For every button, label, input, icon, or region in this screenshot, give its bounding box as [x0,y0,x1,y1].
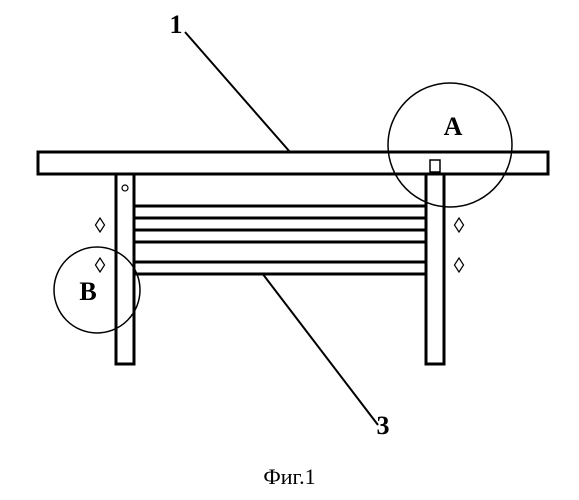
section-marker-1 [95,258,104,272]
section-marker-2 [454,218,463,232]
leg-left [116,174,134,364]
callout-circle-a [388,83,512,207]
leader-3 [262,273,378,425]
label-3: 3 [377,411,390,440]
figure-caption: Фиг.1 [0,464,579,490]
label-a: А [444,112,463,141]
rail-0 [134,206,426,218]
rail-2 [134,262,426,274]
label-b: В [79,277,96,306]
section-marker-0 [95,218,104,232]
rail-1 [134,230,426,242]
tabletop [38,152,548,174]
section-marker-3 [454,258,463,272]
detail-a-rect [430,160,440,172]
label-1: 1 [170,10,183,39]
leader-1 [185,32,290,152]
